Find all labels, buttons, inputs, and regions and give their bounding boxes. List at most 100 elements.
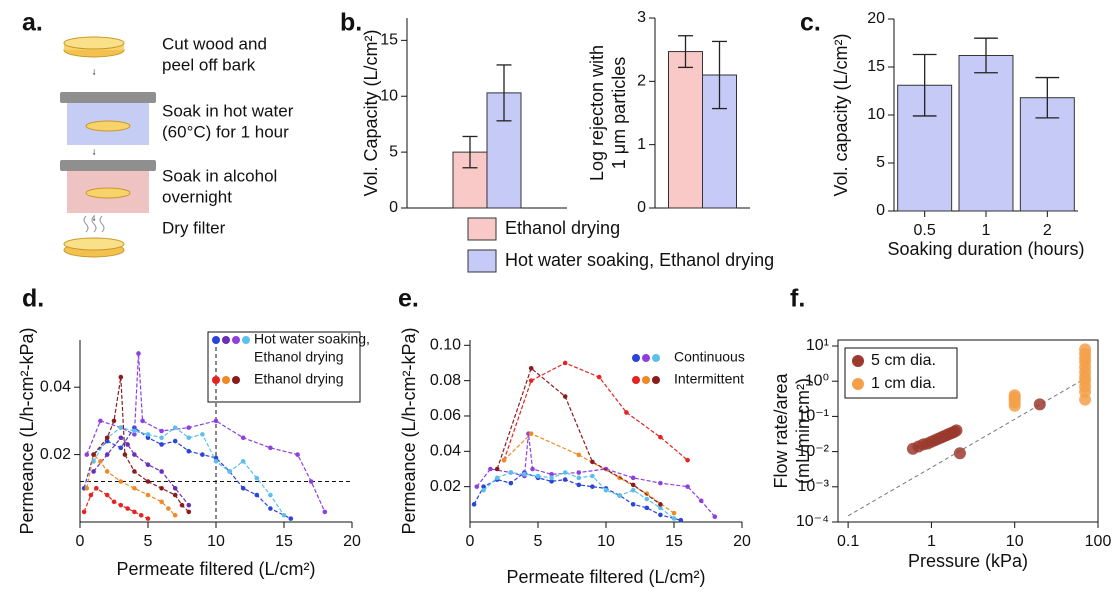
step-text: (60°C) for 1 hour	[162, 122, 289, 141]
series-line	[503, 362, 688, 461]
series-line	[83, 426, 292, 520]
point	[528, 378, 534, 383]
point	[138, 512, 144, 518]
point	[535, 473, 541, 479]
series-line	[86, 453, 176, 516]
point	[145, 462, 151, 468]
y-axis-title: Vol. capacity (L/cm²)	[831, 33, 851, 196]
point	[494, 475, 500, 481]
y-tick-label: 10⁻²	[797, 443, 829, 460]
legend-swatch	[467, 217, 497, 241]
y-tick-label: 10¹	[806, 337, 829, 354]
legend-dot	[852, 355, 864, 367]
bar	[668, 51, 703, 209]
point	[132, 509, 137, 515]
legend-dot	[242, 336, 250, 344]
point	[474, 484, 480, 489]
y-tick-label: 0	[876, 202, 885, 219]
point	[186, 435, 192, 441]
point	[240, 435, 246, 441]
panel-label: a.	[22, 9, 43, 37]
point	[111, 418, 117, 424]
point	[268, 492, 273, 498]
y-tick-label: 10⁰	[805, 372, 829, 389]
y-tick-label: 20	[867, 10, 885, 27]
point	[658, 480, 663, 486]
point	[658, 505, 663, 511]
point	[200, 452, 205, 457]
point	[118, 479, 124, 484]
point	[698, 498, 704, 504]
point	[91, 469, 96, 474]
point	[172, 485, 178, 491]
point	[140, 418, 145, 424]
y-axis-title: (mL/min.cm²)	[793, 378, 813, 484]
point	[125, 442, 130, 447]
point	[268, 506, 273, 511]
x-tick-label: 20	[343, 533, 361, 550]
point	[501, 457, 507, 463]
point	[562, 477, 568, 482]
point	[590, 484, 595, 489]
series-line	[83, 487, 149, 520]
y-tick-label: 0.04	[40, 378, 71, 395]
series-line	[93, 426, 285, 516]
point	[678, 517, 684, 523]
y-tick-label: 0.04	[430, 443, 461, 460]
point	[159, 442, 164, 447]
point	[508, 480, 514, 486]
point	[132, 428, 137, 434]
y-axis-title: Flow rate/area	[771, 372, 791, 488]
point	[125, 506, 130, 511]
legend-dot	[652, 376, 660, 384]
point	[254, 492, 260, 498]
y-tick-label: 15	[867, 58, 885, 75]
series-line	[503, 432, 675, 514]
point	[576, 470, 582, 475]
point	[213, 455, 219, 461]
y-tick-label: 2	[637, 73, 646, 90]
point	[84, 485, 90, 491]
panel-label: e.	[398, 285, 419, 313]
point	[159, 428, 164, 434]
point	[118, 374, 124, 380]
point	[166, 506, 171, 511]
point	[186, 425, 192, 430]
point	[122, 452, 128, 457]
x-tick-label: 0	[76, 533, 85, 550]
x-tick-label: 15	[275, 533, 293, 550]
point	[104, 452, 110, 457]
point	[630, 487, 636, 493]
legend-frame	[207, 331, 361, 403]
point	[281, 512, 287, 518]
svg-text:↓: ↓	[92, 147, 97, 158]
point	[145, 435, 151, 441]
point	[617, 493, 622, 498]
x-tick-label: 1	[982, 222, 991, 239]
series-line	[476, 433, 716, 518]
point	[132, 469, 137, 474]
x-tick-label: 10	[1006, 533, 1024, 550]
point	[528, 431, 534, 436]
point	[200, 432, 205, 437]
x-tick-label: 5	[144, 533, 153, 550]
point	[630, 482, 636, 488]
point	[172, 512, 178, 518]
point	[213, 459, 219, 464]
point	[671, 516, 677, 521]
panel-label: b.	[340, 9, 362, 37]
point	[576, 475, 582, 481]
point	[576, 452, 582, 458]
x-tick-label: 2	[1043, 222, 1052, 239]
series-line	[473, 471, 681, 521]
point	[145, 432, 151, 437]
point	[268, 445, 273, 451]
legend-dot	[222, 376, 230, 384]
x-tick-label: 10	[597, 533, 615, 550]
point	[1033, 398, 1046, 411]
point	[118, 502, 124, 508]
legend-dot	[212, 336, 220, 344]
x-axis-title: Permeate filtered (L/cm²)	[506, 567, 705, 587]
point	[471, 502, 477, 507]
point	[562, 360, 568, 366]
